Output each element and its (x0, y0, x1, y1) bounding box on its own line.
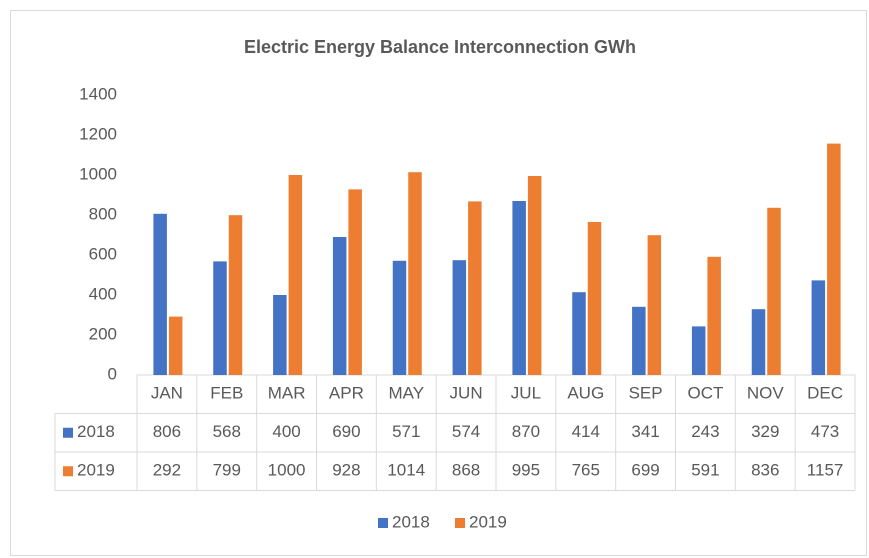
y-tick-label: 1000 (79, 164, 117, 183)
x-tick-label: JUL (511, 384, 541, 403)
table-cell: 699 (631, 461, 659, 480)
y-tick-label: 400 (89, 284, 117, 303)
table-cell: 806 (153, 422, 181, 441)
bar (751, 309, 766, 375)
bar (228, 215, 243, 375)
table-cell: 414 (572, 422, 600, 441)
bar (153, 213, 167, 375)
table-cell: 473 (811, 422, 839, 441)
table-cell: 1000 (268, 461, 306, 480)
bar (587, 222, 602, 375)
bar (392, 260, 407, 375)
table-cell: 1157 (807, 461, 844, 480)
x-tick-label: APR (329, 384, 364, 403)
legend-label: 2018 (392, 512, 430, 531)
table-legend-key (63, 466, 73, 477)
table-cell: 568 (213, 422, 241, 441)
bar (691, 326, 706, 375)
table-cell: 836 (751, 461, 779, 480)
x-tick-label: MAY (388, 384, 424, 403)
y-tick-label: 600 (89, 244, 117, 263)
x-tick-label: JUN (450, 384, 483, 403)
table-cell: 928 (332, 461, 360, 480)
table-cell: 292 (153, 461, 181, 480)
y-tick-label: 800 (89, 204, 117, 223)
x-tick-label: JAN (151, 384, 183, 403)
y-tick-label: 1200 (79, 124, 117, 143)
bar (348, 189, 362, 375)
table-legend-key (63, 427, 73, 438)
table-cell: 995 (512, 461, 540, 480)
x-tick-label: AUG (567, 384, 604, 403)
table-cell: 400 (272, 422, 300, 441)
table-cell: 868 (452, 461, 480, 480)
x-tick-label: MAR (268, 384, 306, 403)
y-tick-label: 200 (89, 324, 117, 343)
table-cell: 765 (572, 461, 600, 480)
table-row-label: 2018 (77, 422, 115, 441)
bar (273, 295, 287, 375)
table-cell: 1014 (387, 461, 425, 480)
bar (288, 175, 303, 375)
legend-key (378, 518, 388, 528)
bar (213, 261, 227, 375)
bar (572, 292, 586, 375)
table-cell: 690 (332, 422, 360, 441)
x-tick-label: NOV (747, 384, 785, 403)
chart-border (10, 10, 867, 556)
bar (811, 280, 826, 375)
table-cell: 574 (452, 422, 480, 441)
table-cell: 799 (213, 461, 241, 480)
x-tick-label: SEP (629, 384, 663, 403)
table-cell: 571 (392, 422, 420, 441)
bar (707, 256, 721, 375)
bar (512, 201, 526, 375)
bar (332, 237, 347, 375)
bar (168, 316, 183, 375)
x-tick-label: FEB (210, 384, 243, 403)
y-tick-label: 0 (108, 364, 117, 383)
bar (408, 172, 422, 375)
bar (527, 176, 542, 375)
bar (827, 143, 841, 375)
chart-title: Electric Energy Balance Interconnection … (244, 37, 636, 57)
table-row-label: 2019 (77, 461, 115, 480)
table-cell: 870 (512, 422, 540, 441)
legend-key (455, 518, 465, 528)
table-cell: 591 (691, 461, 719, 480)
legend-label: 2019 (469, 512, 507, 531)
bar (468, 201, 482, 375)
x-tick-label: DEC (807, 384, 843, 403)
bar (632, 306, 646, 375)
table-cell: 341 (631, 422, 659, 441)
y-tick-label: 1400 (79, 84, 117, 103)
table-cell: 329 (751, 422, 779, 441)
x-tick-label: OCT (687, 384, 723, 403)
table-cell: 243 (691, 422, 719, 441)
bar (647, 235, 662, 375)
bar (452, 260, 467, 375)
bar (767, 207, 781, 375)
